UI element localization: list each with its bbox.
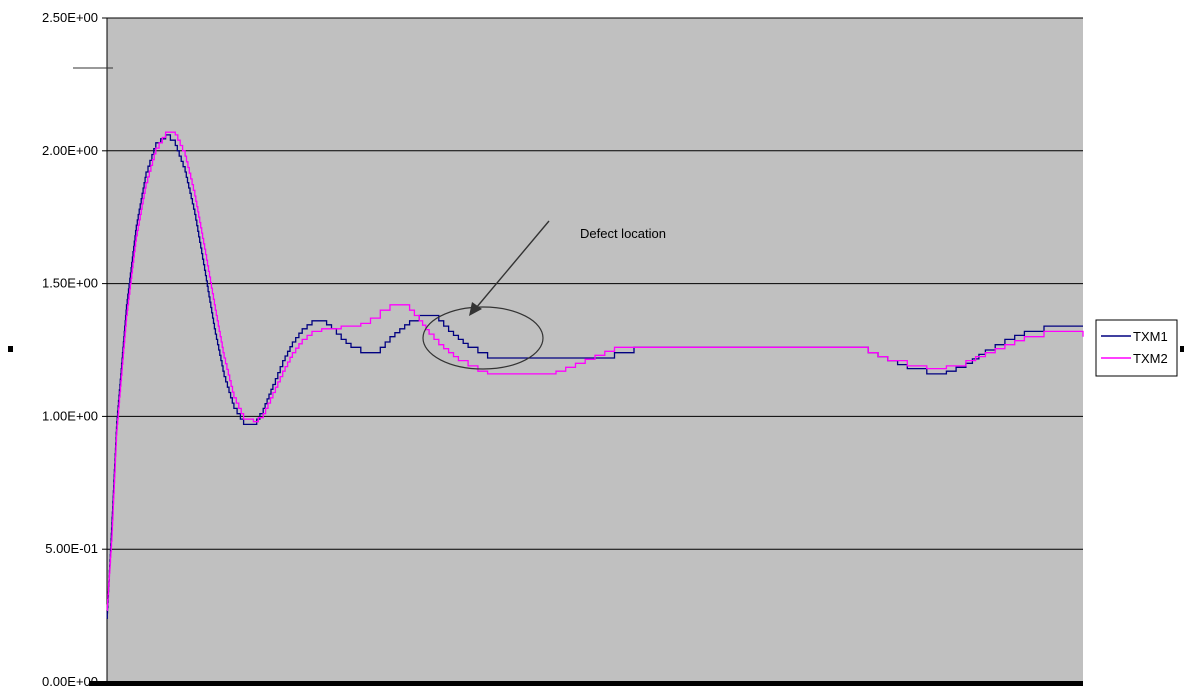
annotation-label: Defect location bbox=[580, 226, 666, 241]
annotation-arrowhead bbox=[469, 302, 482, 316]
legend-label: TXM2 bbox=[1133, 351, 1168, 366]
x-axis bbox=[89, 681, 1083, 686]
series-line-txm2 bbox=[106, 131, 1084, 611]
plot-area bbox=[107, 18, 1083, 682]
legend-box bbox=[1095, 319, 1178, 377]
decor bbox=[8, 67, 1184, 352]
annotation: Defect location bbox=[422, 220, 666, 370]
legend-label: TXM1 bbox=[1133, 329, 1168, 344]
legend: TXM1 TXM2 bbox=[1095, 319, 1178, 377]
y-tick-label: 5.00E-01 bbox=[45, 541, 98, 556]
series-line-txm1 bbox=[106, 134, 1083, 619]
y-tick-label: 2.00E+00 bbox=[42, 143, 98, 158]
y-tick-label: 1.00E+00 bbox=[42, 408, 98, 423]
x-axis-line bbox=[89, 681, 1083, 686]
y-axis: 0.00E+00 5.00E-01 1.00E+00 1.50E+00 2.00E+00… bbox=[42, 10, 108, 686]
y-tick-label: 1.50E+00 bbox=[42, 276, 98, 291]
gridlines bbox=[107, 17, 1083, 550]
series-layer bbox=[106, 131, 1084, 619]
selection-handle bbox=[8, 346, 13, 352]
y-tick-label: 0.00E+00 bbox=[42, 674, 98, 686]
selection-handle bbox=[1180, 346, 1184, 352]
annotation-ellipse bbox=[422, 306, 544, 370]
y-tick-label: 2.50E+00 bbox=[42, 10, 98, 25]
annotation-arrow bbox=[475, 220, 550, 309]
